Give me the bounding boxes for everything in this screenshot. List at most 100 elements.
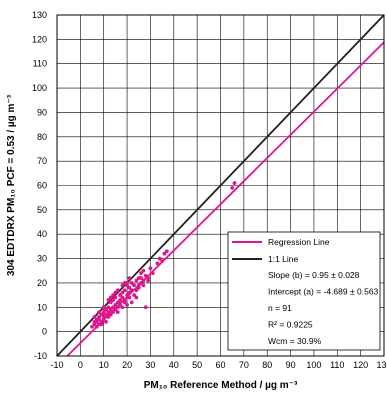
x-tick-label: 50 bbox=[192, 360, 202, 370]
data-point bbox=[97, 310, 101, 315]
data-point bbox=[108, 312, 113, 317]
legend-stat-intercept: Intercept (a) = -4.689 ± 0.563 bbox=[268, 287, 379, 297]
data-point bbox=[157, 256, 162, 261]
data-point bbox=[111, 298, 115, 302]
data-point bbox=[94, 320, 99, 324]
y-tick-label: 40 bbox=[37, 229, 47, 239]
y-tick-label: 60 bbox=[37, 181, 47, 191]
data-point bbox=[111, 310, 115, 315]
data-point bbox=[162, 251, 167, 256]
data-point bbox=[146, 278, 150, 283]
y-tick-label: -10 bbox=[34, 351, 47, 361]
x-tick-label: 30 bbox=[145, 360, 155, 370]
x-axis-label: PM₁₀ Reference Method / µg m⁻³ bbox=[144, 380, 298, 391]
y-tick-label: 0 bbox=[42, 327, 47, 337]
y-tick-label: 30 bbox=[37, 254, 47, 264]
x-tick-label: 10 bbox=[99, 360, 109, 370]
data-point bbox=[141, 268, 146, 273]
tick-labels: -10 0 10 20 30 40 50 60 70 80 90 100 110 120 130 -10 0 10… bbox=[32, 10, 387, 370]
data-point bbox=[134, 288, 139, 293]
data-point bbox=[129, 300, 134, 305]
data-point bbox=[122, 281, 127, 285]
legend: Regression Line 1:1 Line Slope (b) = 0.9… bbox=[227, 231, 381, 351]
data-point bbox=[108, 307, 113, 312]
data-point bbox=[164, 249, 169, 254]
data-point bbox=[115, 310, 120, 315]
data-point bbox=[101, 317, 106, 322]
data-point bbox=[118, 293, 122, 298]
data-point bbox=[143, 273, 148, 278]
data-point bbox=[106, 298, 111, 302]
data-point bbox=[134, 278, 139, 283]
data-point bbox=[125, 293, 129, 298]
data-point bbox=[92, 315, 97, 319]
data-point bbox=[127, 290, 132, 295]
data-point bbox=[139, 276, 143, 280]
legend-label-regression: Regression Line bbox=[268, 237, 330, 247]
data-point bbox=[160, 259, 165, 263]
x-tick-label: 70 bbox=[239, 360, 249, 370]
data-point bbox=[118, 300, 122, 305]
data-point bbox=[132, 283, 136, 288]
data-point bbox=[127, 276, 132, 280]
data-point bbox=[94, 324, 99, 329]
y-tick-label: 100 bbox=[32, 83, 47, 93]
data-point bbox=[139, 281, 143, 285]
data-point bbox=[108, 300, 113, 305]
data-point bbox=[111, 305, 115, 310]
plot-area-frame bbox=[56, 14, 385, 357]
data-points bbox=[90, 181, 237, 329]
data-point bbox=[132, 293, 136, 298]
legend-stat-wcm: Wcm = 30.9% bbox=[268, 336, 322, 346]
data-point bbox=[127, 295, 132, 300]
x-tick-label: 0 bbox=[78, 360, 83, 370]
data-point bbox=[155, 261, 160, 266]
data-point bbox=[120, 283, 125, 288]
y-tick-label: 80 bbox=[37, 132, 47, 142]
data-point bbox=[122, 288, 127, 293]
x-tick-label: 80 bbox=[262, 360, 272, 370]
legend-stat-n: n = 91 bbox=[268, 303, 292, 313]
data-point bbox=[129, 281, 134, 285]
data-point bbox=[127, 285, 132, 290]
data-point bbox=[113, 290, 118, 295]
y-tick-label: 70 bbox=[37, 156, 47, 166]
x-tick-label: 130 bbox=[376, 360, 387, 370]
y-tick-label: 110 bbox=[33, 59, 47, 69]
x-tick-label: 20 bbox=[122, 360, 132, 370]
data-point bbox=[101, 305, 106, 310]
data-point bbox=[139, 271, 143, 276]
x-tick-label: 100 bbox=[306, 360, 321, 370]
x-tick-label: 90 bbox=[286, 360, 296, 370]
data-point bbox=[104, 320, 108, 324]
x-tick-label: 110 bbox=[330, 360, 344, 370]
data-point bbox=[150, 271, 155, 276]
data-point bbox=[120, 305, 125, 310]
data-point bbox=[115, 288, 120, 293]
data-point bbox=[104, 307, 108, 312]
data-point bbox=[113, 307, 118, 312]
data-point bbox=[106, 305, 111, 310]
data-point bbox=[232, 181, 237, 185]
data-point bbox=[143, 305, 148, 310]
data-point bbox=[136, 285, 141, 290]
data-point bbox=[134, 295, 139, 300]
data-point bbox=[90, 324, 94, 329]
legend-box bbox=[227, 231, 381, 351]
data-point bbox=[99, 312, 104, 317]
x-tick-label: -10 bbox=[50, 360, 63, 370]
data-point bbox=[113, 302, 118, 307]
data-point bbox=[141, 283, 146, 288]
data-point bbox=[106, 315, 111, 319]
data-point bbox=[141, 278, 146, 283]
data-point bbox=[120, 295, 125, 300]
data-point bbox=[129, 288, 134, 293]
x-tick-label: 120 bbox=[353, 360, 368, 370]
data-point bbox=[115, 305, 120, 310]
data-point bbox=[99, 322, 104, 327]
x-tick-label: 60 bbox=[215, 360, 225, 370]
y-tick-label: 10 bbox=[37, 302, 47, 312]
legend-label-one-to-one: 1:1 Line bbox=[268, 254, 299, 264]
data-point bbox=[104, 312, 108, 317]
